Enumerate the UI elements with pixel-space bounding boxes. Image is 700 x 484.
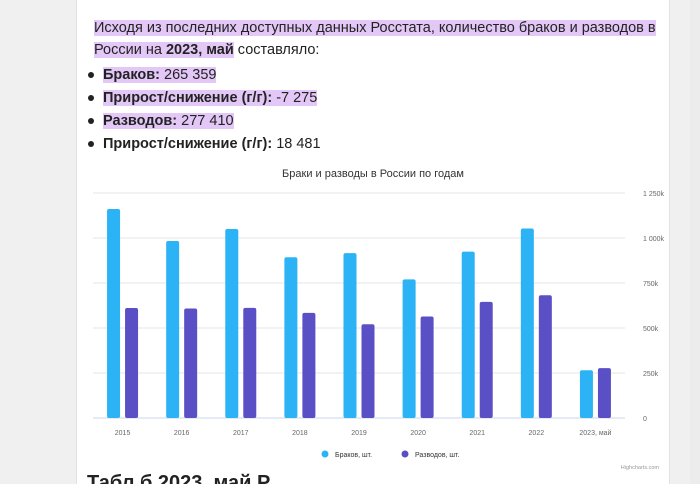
page-scrollbar[interactable] <box>690 0 700 484</box>
left-margin <box>0 0 76 484</box>
legend-label: Браков, шт. <box>335 452 372 459</box>
legend-marker <box>401 450 409 458</box>
y-tick-label: 750k <box>643 281 659 288</box>
bar-marriages <box>107 209 121 418</box>
bar-marriages <box>579 370 593 418</box>
stat-divorces-change: Прирост/снижение (г/г): 18 481 <box>85 133 321 156</box>
x-tick-label: 2022 <box>529 430 545 437</box>
bar-marriages <box>166 241 180 418</box>
stat-divorces: Разводов: 277 410 <box>85 110 321 133</box>
legend-marker <box>321 450 329 458</box>
intro-date: 2023, май <box>165 42 234 58</box>
next-heading-cutoff: Табл б 2023, май Р <box>87 472 271 484</box>
bar-divorces <box>184 308 198 418</box>
bar-divorces <box>479 301 493 418</box>
bar-marriages <box>520 228 534 418</box>
bar-divorces <box>361 324 375 418</box>
y-tick-label: 250k <box>643 371 659 378</box>
x-tick-label: 2015 <box>115 430 131 437</box>
bar-divorces <box>420 316 434 418</box>
bar-divorces <box>538 295 552 418</box>
intro-paragraph: Исходя из последних доступных данных Рос… <box>94 20 656 58</box>
chart-svg: Браки и разводы в России по годам 0 250k 50… <box>93 168 665 471</box>
bar-divorces <box>243 307 257 418</box>
intro-text: Исходя из последних доступных данных Рос… <box>94 20 656 58</box>
legend-label: Разводов, шт. <box>415 452 459 459</box>
x-tick-label: 2020 <box>410 430 426 437</box>
x-tick-label: 2018 <box>292 430 308 437</box>
stat-marriages-change: Прирост/снижение (г/г): -7 275 <box>85 87 321 110</box>
bar-divorces <box>125 308 139 418</box>
bar-divorces <box>597 368 611 418</box>
x-tick-label: 2021 <box>469 430 485 437</box>
marriage-divorce-chart: Браки и разводы в России по годам 0 250k 50… <box>77 157 669 474</box>
bar-marriages <box>402 279 416 418</box>
x-tick-label: 2017 <box>233 430 249 437</box>
bar-marriages <box>343 253 357 418</box>
y-tick-label: 0 <box>643 416 647 423</box>
chart-credits: Highcharts.com <box>621 465 660 471</box>
x-tick-label: 2023, май <box>579 429 611 437</box>
stat-marriages: Браков: 265 359 <box>85 64 321 87</box>
stats-list: Браков: 265 359 Прирост/снижение (г/г): … <box>85 64 321 156</box>
bar-marriages <box>284 257 298 418</box>
bar-marriages <box>461 251 475 418</box>
x-tick-label: 2016 <box>174 430 190 437</box>
bar-divorces <box>302 312 316 418</box>
article-card: Исходя из последних доступных данных Рос… <box>76 0 670 484</box>
chart-title: Браки и разводы в России по годам <box>282 168 464 180</box>
x-tick-label: 2019 <box>351 430 367 437</box>
y-tick-label: 500k <box>643 326 659 333</box>
bar-marriages <box>225 229 239 418</box>
y-tick-label: 1 250k <box>643 191 665 198</box>
y-tick-label: 1 000k <box>643 236 665 243</box>
